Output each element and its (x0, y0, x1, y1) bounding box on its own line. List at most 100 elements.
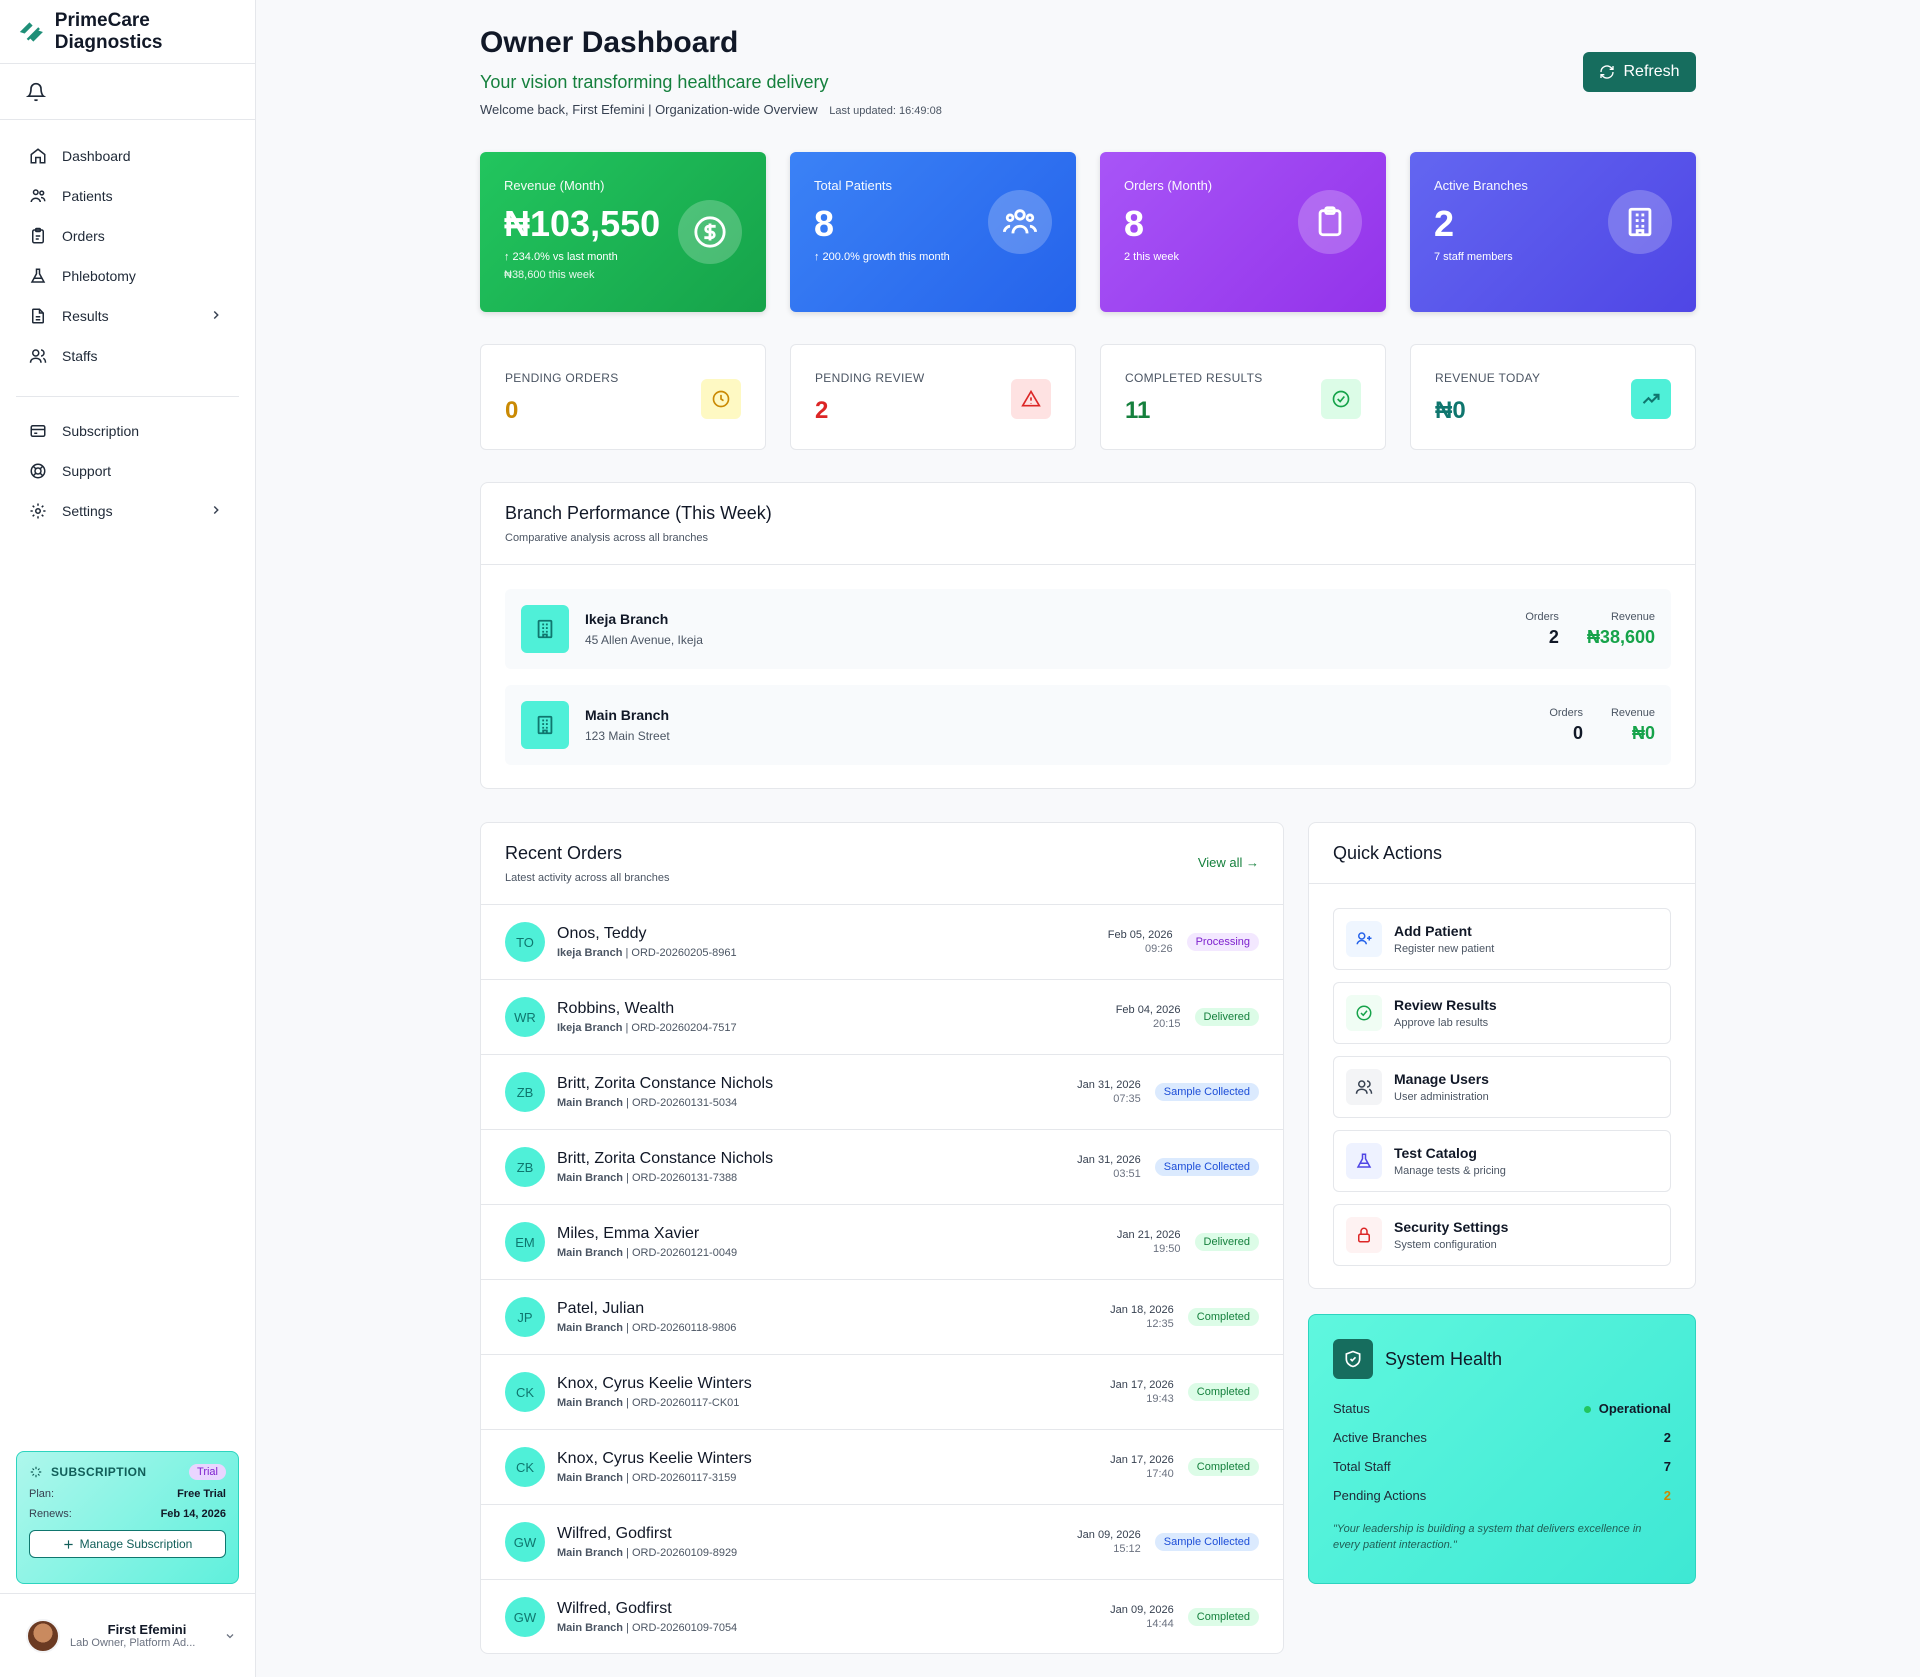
order-row[interactable]: ZB Britt, Zorita Constance Nichols Main Br… (481, 1054, 1283, 1129)
sidebar-item-label: Settings (62, 503, 113, 519)
home-icon (28, 146, 48, 166)
sidebar-item-staffs[interactable]: Staffs (16, 336, 239, 376)
kpi-value: 8 (814, 203, 835, 244)
sidebar-item-phlebotomy[interactable]: Phlebotomy (16, 256, 239, 296)
patient-name: Miles, Emma Xavier (557, 1225, 700, 1242)
order-branch: Ikeja Branch (557, 947, 623, 959)
order-branch: Main Branch (557, 1622, 624, 1634)
order-row[interactable]: GW Wilfred, Godfirst Main Branch | ORD-202… (481, 1579, 1283, 1654)
quick-action-security-settings[interactable]: Security Settings System configuration (1333, 1204, 1671, 1266)
kpi-orders-month: Orders (Month) 8 2 this week (1100, 152, 1386, 312)
order-branch: Main Branch (557, 1472, 624, 1484)
branch-row[interactable]: Main Branch 123 Main Street Orders 0 Rev… (505, 685, 1671, 765)
sidebar-item-label: Patients (62, 188, 113, 204)
kpi-label: Active Branches (1434, 178, 1528, 193)
users-icon (988, 190, 1052, 254)
shield-icon (1333, 1339, 1373, 1379)
status-badge: Processing (1186, 933, 1259, 951)
manage-subscription-button[interactable]: Manage Subscription (29, 1530, 226, 1558)
view-all-link[interactable]: View all → (1197, 855, 1259, 870)
bell-icon[interactable] (26, 82, 46, 102)
revenue-label: Revenue (1610, 706, 1655, 719)
trending-up-icon (1631, 379, 1671, 419)
sidebar-item-support[interactable]: Support (16, 451, 239, 491)
order-date: Jan 09, 2026 (1077, 1529, 1141, 1541)
user-name: First Efemini (107, 1622, 187, 1637)
patient-avatar: CK (505, 1372, 545, 1412)
order-time: 19:50 (1153, 1243, 1181, 1255)
sidebar-item-orders[interactable]: Orders (16, 216, 239, 256)
sidebar-item-settings[interactable]: Settings (16, 491, 239, 531)
patient-avatar: JP (505, 1297, 545, 1337)
branch-performance-title: Branch Performance (This Week) (505, 503, 772, 523)
sidebar-item-patients[interactable]: Patients (16, 176, 239, 216)
order-meta: Main Branch | ORD-20260109-8929 (557, 1547, 737, 1559)
quick-action-manage-users[interactable]: Manage Users User administration (1333, 1056, 1671, 1118)
health-value: 2 (1663, 1430, 1671, 1445)
order-meta: Main Branch | ORD-20260118-9806 (557, 1322, 736, 1334)
order-row[interactable]: EM Miles, Emma Xavier Main Branch | ORD-20… (481, 1204, 1283, 1279)
order-datetime: Jan 31, 2026 07:35 (1077, 1079, 1141, 1105)
kpi-sub: ↑ 200.0% growth this month (814, 251, 950, 263)
quick-action-add-patient[interactable]: Add Patient Register new patient (1333, 908, 1671, 970)
status-badge: Sample Collected (1154, 1158, 1259, 1176)
quick-action-test-catalog[interactable]: Test Catalog Manage tests & pricing (1333, 1130, 1671, 1192)
health-label: Active Branches (1333, 1430, 1427, 1445)
order-row[interactable]: WR Robbins, Wealth Ikeja Branch | ORD-2026… (481, 979, 1283, 1054)
order-row[interactable]: CK Knox, Cyrus Keelie Winters Main Branch … (481, 1429, 1283, 1504)
order-id: | ORD-20260117-3159 (626, 1472, 737, 1484)
user-menu[interactable]: First Efemini Lab Owner, Platform Ad... (0, 1593, 256, 1677)
stat-label: REVENUE TODAY (1435, 371, 1541, 385)
order-row[interactable]: TO Onos, Teddy Ikeja Branch | ORD-20260205… (481, 904, 1283, 979)
sidebar-item-results[interactable]: Results (16, 296, 239, 336)
sidebar-item-label: Support (62, 463, 112, 479)
refresh-button[interactable]: Refresh (1583, 52, 1696, 92)
sidebar-item-label: Phlebotomy (62, 268, 136, 284)
quick-action-subtitle: Approve lab results (1394, 1017, 1489, 1029)
quick-action-title: Add Patient (1394, 923, 1472, 939)
welcome-text: Welcome back, First Efemini | Organizati… (480, 102, 942, 117)
quick-action-title: Review Results (1394, 997, 1497, 1013)
order-time: 07:35 (1113, 1093, 1141, 1105)
order-meta: Main Branch | ORD-20260117-3159 (557, 1472, 752, 1484)
quick-actions-card: Quick Actions Add Patient Register new pa… (1308, 822, 1696, 1289)
order-datetime: Feb 04, 2026 20:15 (1116, 1004, 1181, 1030)
order-date: Jan 31, 2026 (1077, 1154, 1141, 1166)
order-row[interactable]: ZB Britt, Zorita Constance Nichols Main Br… (481, 1129, 1283, 1204)
patient-avatar: ZB (505, 1147, 545, 1187)
order-branch: Main Branch (557, 1322, 624, 1334)
order-row[interactable]: CK Knox, Cyrus Keelie Winters Main Branch … (481, 1354, 1283, 1429)
health-row: Pending Actions 2 (1333, 1488, 1671, 1503)
order-id: | ORD-20260121-0049 (626, 1247, 738, 1259)
kpi-value: ₦103,550 (504, 203, 661, 244)
patient-avatar: WR (505, 997, 545, 1037)
order-date: Jan 21, 2026 (1116, 1229, 1181, 1241)
order-time: 20:15 (1153, 1018, 1181, 1030)
status-badge: Completed (1187, 1608, 1259, 1626)
order-row[interactable]: JP Patel, Julian Main Branch | ORD-2026011… (481, 1279, 1283, 1354)
sparkle-icon (64, 1539, 73, 1549)
order-time: 12:35 (1146, 1318, 1174, 1330)
users-icon (1346, 1069, 1382, 1105)
quick-action-review-results[interactable]: Review Results Approve lab results (1333, 982, 1671, 1044)
branch-orders: 0 (1572, 722, 1583, 743)
sidebar-item-label: Subscription (62, 423, 140, 439)
branch-orders: 2 (1548, 626, 1559, 647)
orders-label: Orders (1525, 610, 1559, 623)
last-updated: Last updated: 16:49:08 (829, 105, 942, 117)
branch-row[interactable]: Ikeja Branch 45 Allen Avenue, Ikeja Orde… (505, 589, 1671, 669)
recent-orders-title: Recent Orders (505, 843, 623, 863)
sidebar-item-dashboard[interactable]: Dashboard (16, 136, 239, 176)
users-icon (28, 186, 48, 206)
brand[interactable]: PrimeCare Diagnostics (0, 0, 255, 64)
subscription-card: SUBSCRIPTION Trial Plan: Free Trial Rene… (16, 1451, 239, 1584)
building-icon (1608, 190, 1672, 254)
order-branch: Main Branch (557, 1172, 624, 1184)
quick-action-subtitle: Manage tests & pricing (1394, 1165, 1506, 1177)
quick-actions-title: Quick Actions (1333, 843, 1443, 863)
order-row[interactable]: GW Wilfred, Godfirst Main Branch | ORD-202… (481, 1504, 1283, 1579)
building-icon (521, 605, 569, 653)
stat-label: COMPLETED RESULTS (1125, 371, 1263, 385)
check-circle-icon (1321, 379, 1361, 419)
sidebar-item-subscription[interactable]: Subscription (16, 411, 239, 451)
